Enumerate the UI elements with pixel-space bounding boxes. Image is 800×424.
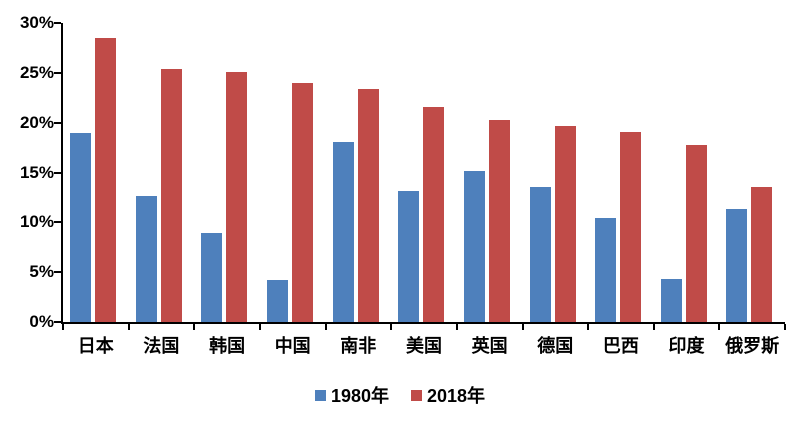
bar-series0-cat8 bbox=[595, 218, 617, 322]
x-axis-label: 法国 bbox=[143, 336, 180, 356]
legend-item-1: 2018年 bbox=[411, 382, 485, 408]
bar-series0-cat6 bbox=[463, 170, 485, 322]
x-axis-tick bbox=[652, 324, 655, 330]
bar-series1-cat8 bbox=[620, 131, 642, 322]
x-axis-tick bbox=[62, 324, 64, 330]
x-axis-tick bbox=[718, 324, 721, 330]
x-axis-label: 韩国 bbox=[209, 336, 246, 356]
bar-series0-cat10 bbox=[726, 209, 748, 322]
x-axis-label: 巴西 bbox=[602, 336, 639, 356]
bar-series0-cat2 bbox=[201, 233, 223, 322]
x-axis-tick bbox=[193, 324, 196, 330]
x-axis-label: 南非 bbox=[340, 336, 377, 356]
y-axis-label: 30% bbox=[19, 13, 54, 32]
bar-series0-cat1 bbox=[135, 196, 157, 322]
bar-series1-cat1 bbox=[160, 68, 182, 322]
bar-series0-cat3 bbox=[266, 280, 288, 322]
legend-swatch-icon bbox=[314, 389, 326, 401]
x-axis-label: 俄罗斯 bbox=[725, 336, 780, 356]
x-axis-tick bbox=[784, 324, 786, 330]
legend-item-0: 1980年 bbox=[314, 382, 389, 408]
x-axis-label: 美国 bbox=[405, 336, 442, 356]
y-axis-tick bbox=[54, 221, 61, 224]
x-axis-tick bbox=[521, 324, 524, 330]
x-axis-tick bbox=[390, 324, 393, 330]
bar-series0-cat0 bbox=[70, 132, 91, 322]
x-axis-tick bbox=[127, 324, 130, 330]
bar-series1-cat6 bbox=[488, 119, 510, 322]
y-axis-label: 15% bbox=[19, 162, 54, 182]
x-axis-label: 中国 bbox=[274, 336, 311, 356]
bar-series1-cat5 bbox=[423, 106, 445, 322]
bar-series0-cat5 bbox=[398, 191, 420, 322]
legend-swatch-icon bbox=[411, 389, 422, 401]
bar-series1-cat7 bbox=[554, 125, 576, 322]
x-axis-label: 德国 bbox=[537, 336, 574, 356]
y-axis-line bbox=[61, 23, 63, 324]
y-axis-label: 25% bbox=[19, 62, 54, 82]
x-axis-line bbox=[61, 322, 785, 324]
legend-label: 1980年 bbox=[330, 386, 389, 406]
legend-label: 2018年 bbox=[427, 386, 486, 406]
x-axis-tick bbox=[324, 324, 327, 330]
y-axis-tick bbox=[54, 171, 61, 174]
y-axis-label: 0% bbox=[29, 312, 54, 331]
y-axis-tick bbox=[54, 71, 61, 74]
bar-series1-cat2 bbox=[226, 71, 248, 322]
bar-series1-cat0 bbox=[95, 37, 116, 322]
y-axis-tick bbox=[54, 121, 61, 124]
y-axis-label: 5% bbox=[29, 262, 54, 282]
bar-series1-cat3 bbox=[291, 82, 313, 322]
bar-series0-cat4 bbox=[332, 141, 354, 322]
chart-legend: 1980年 2018年 bbox=[0, 382, 800, 408]
x-axis-tick bbox=[587, 324, 590, 330]
x-axis-label: 英国 bbox=[471, 336, 508, 356]
y-axis-tick bbox=[54, 271, 61, 274]
bar-series1-cat9 bbox=[685, 144, 707, 322]
plot-area bbox=[63, 23, 785, 322]
bar-series0-cat9 bbox=[660, 279, 682, 322]
x-axis-tick bbox=[455, 324, 458, 330]
y-axis-label: 20% bbox=[19, 112, 54, 132]
y-axis-tick bbox=[54, 321, 61, 323]
y-axis-tick bbox=[54, 22, 61, 24]
bar-series1-cat10 bbox=[751, 187, 773, 322]
x-axis-label: 印度 bbox=[668, 336, 705, 356]
y-axis-label: 10% bbox=[19, 212, 54, 232]
x-axis-label: 日本 bbox=[77, 336, 114, 356]
bar-series1-cat4 bbox=[357, 88, 379, 322]
bar-series0-cat7 bbox=[529, 187, 551, 322]
x-axis-tick bbox=[258, 324, 261, 330]
